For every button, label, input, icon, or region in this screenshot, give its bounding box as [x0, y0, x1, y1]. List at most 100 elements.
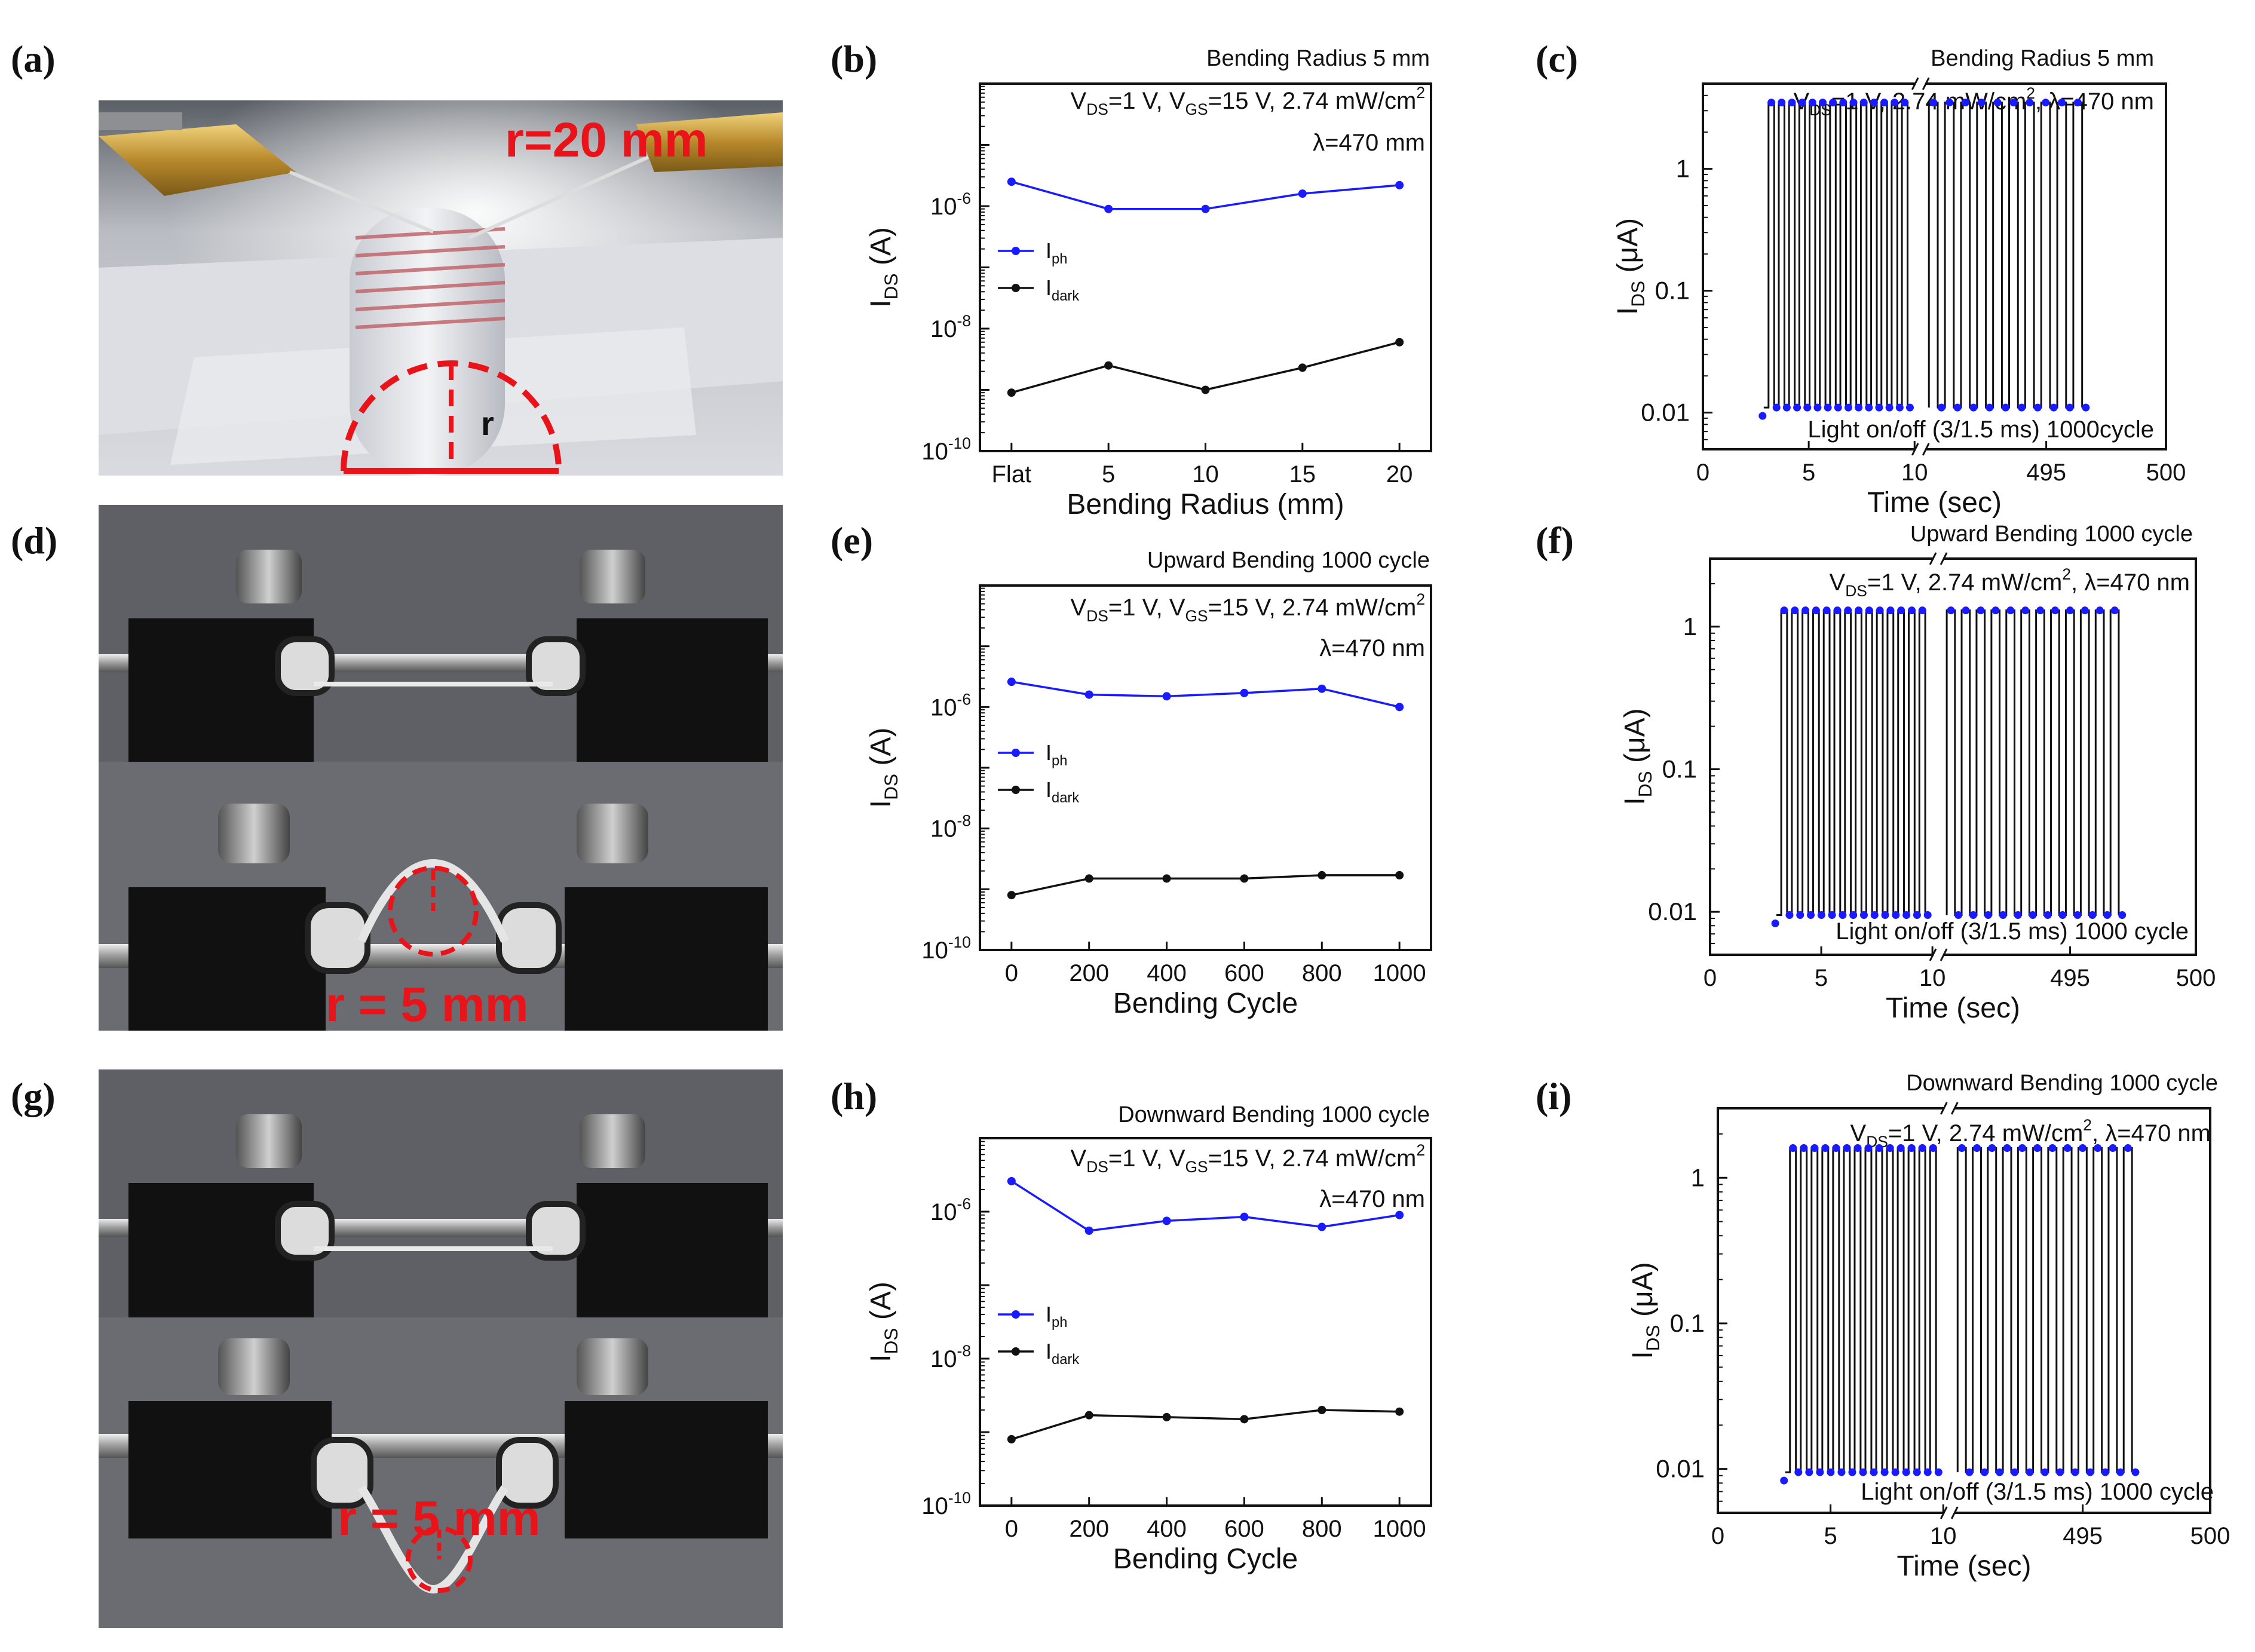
data-point: [1918, 606, 1926, 615]
data-point: [1821, 1144, 1830, 1153]
data-point: [1991, 606, 2000, 615]
data-point: [2081, 606, 2089, 615]
annotation-secondary: Light on/off (3/1.5 ms) 1000cycle: [1807, 416, 2154, 443]
data-point: [1104, 361, 1113, 370]
x-tick-label: 500: [2146, 459, 2186, 486]
data-point: [2131, 1468, 2140, 1476]
y-tick-label: 10-8​: [930, 1342, 971, 1372]
annotation-secondary: λ=470 nm: [1319, 635, 1425, 661]
data-point: [1162, 1216, 1171, 1225]
legend-label: Iph​: [1046, 1302, 1067, 1331]
annotation-conditions: VDS​=1 V, 2.74 mW/cm2​, λ=470 nm: [1830, 565, 2190, 600]
data-point: [1896, 1144, 1905, 1153]
x-tick-label: 200: [1069, 1516, 1109, 1542]
x-tick-label: 15: [1289, 461, 1316, 488]
data-point: [1780, 606, 1788, 615]
data-point: [2118, 911, 2127, 919]
data-point: [2101, 1468, 2109, 1476]
x-tick-label: 500: [2190, 1523, 2231, 1549]
y-axis-label: IDS​ (μA): [1612, 218, 1649, 315]
annotation-conditions: VDS​=1 V, VGS​=15 V, 2.74 mW/cm2​: [1071, 1141, 1426, 1176]
data-point: [1945, 99, 1954, 107]
x-tick-label: 495: [2063, 1523, 2103, 1549]
data-point: [1833, 606, 1842, 615]
data-point: [1977, 606, 1985, 615]
data-point: [2029, 911, 2037, 919]
data-point: [1791, 606, 1799, 615]
data-point: [1929, 99, 1938, 107]
data-point: [1996, 1468, 2004, 1476]
panel-label-g: (g): [11, 1075, 56, 1117]
pulse-trace-post-break: [1945, 609, 2120, 916]
chart-title: Downward Bending 1000 cycle: [1118, 1102, 1430, 1127]
legend-marker: [1012, 284, 1020, 292]
y-tick-label: 0.01: [1641, 399, 1690, 427]
axis-break-mark: [1940, 1506, 1948, 1519]
data-point: [1923, 911, 1932, 919]
photo-upward-bending: r = 5 mm: [99, 505, 783, 1031]
x-tick-label: 400: [1147, 960, 1187, 986]
series-line-iph: [1010, 1180, 1400, 1232]
data-point: [1794, 1468, 1803, 1476]
data-point: [1084, 874, 1093, 883]
data-point: [1999, 911, 2007, 919]
data-point: [1318, 684, 1326, 693]
y-tick-label: 0.1: [1670, 1309, 1705, 1337]
series-line-idark: [1011, 1409, 1400, 1440]
data-point: [1993, 99, 2002, 107]
x-axis-label: Bending Cycle: [1113, 1543, 1298, 1575]
series-line-iph: [1011, 681, 1400, 709]
data-point: [1084, 1226, 1093, 1235]
data-point: [1201, 385, 1210, 394]
axis-break-gap: [1916, 445, 1926, 453]
axis-break-mark: [1929, 552, 1937, 565]
data-point: [1886, 606, 1895, 615]
annotation-secondary: Light on/off (3/1.5 ms) 1000 cycle: [1861, 1479, 2214, 1505]
panel-label-d: (d): [11, 519, 58, 562]
data-point: [1395, 1210, 1404, 1219]
data-point: [2086, 1468, 2094, 1476]
legend-label: Idark​: [1046, 777, 1079, 806]
data-point: [1980, 1468, 1989, 1476]
data-point: [1907, 1144, 1916, 1153]
y-tick-label: 10-10​: [921, 1489, 971, 1519]
data-point: [1827, 1468, 1835, 1476]
data-point: [1986, 403, 1994, 412]
data-point: [1788, 99, 1796, 107]
y-axis-label: IDS​ (A): [865, 227, 902, 308]
radius-label: r = 5 mm: [326, 977, 529, 1031]
data-point: [1007, 1435, 1016, 1443]
data-point: [1298, 189, 1307, 198]
axis-break-mark: [1911, 443, 1919, 456]
data-point: [1881, 911, 1889, 919]
data-point: [2073, 99, 2082, 107]
y-tick-label: 0.1: [1662, 755, 1697, 783]
data-point: [1812, 606, 1820, 615]
axis-break-mark: [1950, 1102, 1959, 1115]
x-axis-label: Time (sec): [1897, 1550, 2032, 1582]
data-point: [1793, 403, 1801, 412]
data-point: [1923, 1468, 1932, 1476]
data-point: [1803, 403, 1812, 412]
photo-downward-bending: r = 5 mm: [99, 1069, 783, 1628]
data-point: [2040, 1468, 2049, 1476]
x-tick-label: 5: [1102, 461, 1115, 488]
data-point: [1880, 99, 1889, 107]
data-point: [1853, 1144, 1862, 1153]
data-point: [1240, 688, 1249, 697]
y-tick-label: 1: [1676, 155, 1690, 183]
data-point: [2094, 1144, 2102, 1153]
axis-break-mark: [1929, 948, 1937, 961]
data-point: [1886, 1144, 1894, 1153]
data-point: [1844, 403, 1852, 412]
plot-frame: [1717, 1107, 2211, 1514]
annotation-conditions: VDS​=1 V, VGS​=15 V, 2.74 mW/cm2​: [1071, 590, 1426, 625]
data-point: [1870, 99, 1878, 107]
data-point: [1865, 403, 1873, 412]
data-point: [1778, 99, 1786, 107]
x-tick-label: 0: [1711, 1523, 1724, 1549]
panel-label-i: (i): [1536, 1075, 1572, 1117]
chart-title: Downward Bending 1000 cycle: [1906, 1071, 2218, 1096]
x-tick-label: 800: [1302, 1516, 1342, 1542]
data-point: [1947, 606, 1955, 615]
